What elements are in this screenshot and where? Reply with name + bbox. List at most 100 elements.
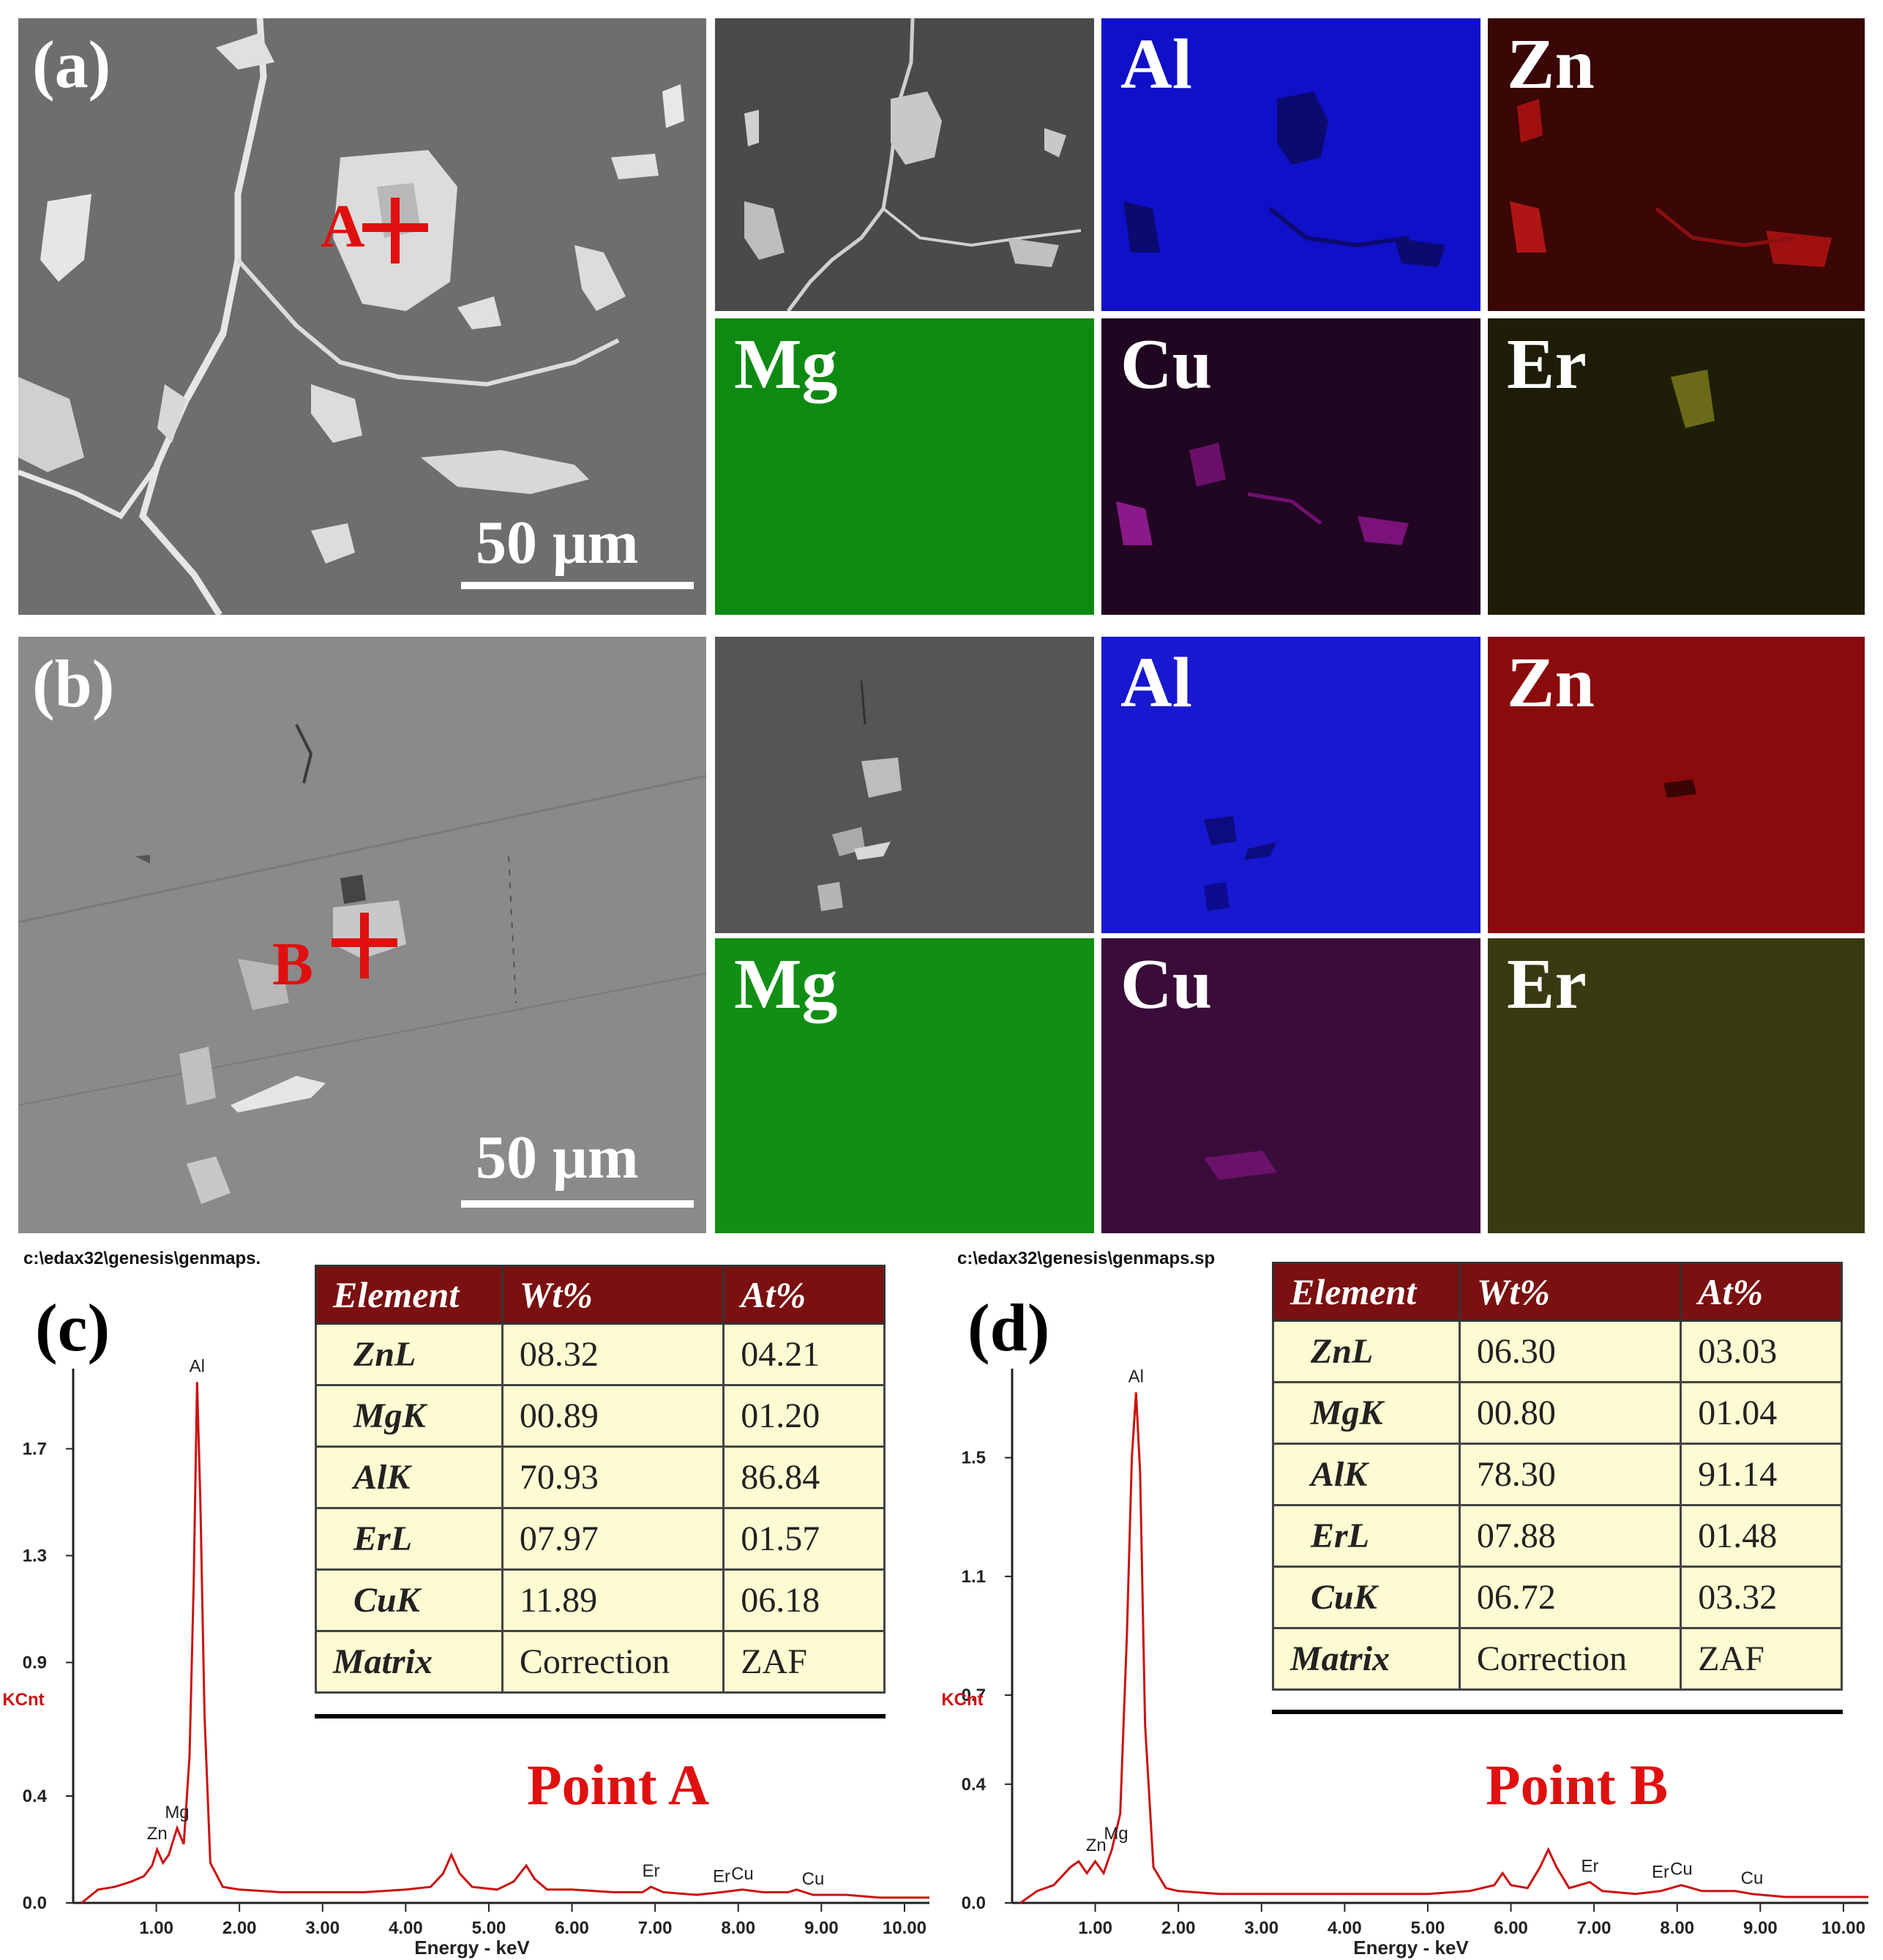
sem-image-b [18,637,706,1233]
point-title-d: Point B [1486,1753,1669,1817]
sem-map-image-b [715,637,1094,933]
cell-wt: 00.89 [501,1384,725,1448]
spectrum-d-x-label: Energy - keV [1353,1937,1469,1959]
spectrum-d-peak-label: Al [1128,1366,1144,1386]
cell-element: ErL [1272,1504,1461,1568]
spectrum-d-peak-label: Cu [1670,1860,1693,1879]
cell-element: ErL [315,1507,503,1571]
er-map-b: Er [1488,938,1865,1233]
spectrum-c-x-tick-label: 6.00 [555,1918,589,1938]
spectrum-d-path: c:\edax32\genesis\genmaps.sp [957,1249,1216,1268]
scale-bar-a-label: 50 μm [476,509,639,577]
spectrum-c-x-tick-label: 4.00 [389,1918,423,1938]
spectrum-c-peak-label: Cu [802,1869,825,1889]
table-row: AlK 70.93 86.84 [315,1445,886,1509]
panel-label-a: (a) [32,27,111,102]
spectrum-d-peak-label: Cu [1741,1869,1764,1888]
point-marker-a-label: A [321,192,365,261]
spectrum-c-peak-label: Er [713,1866,730,1886]
table-row: ZnL 06.30 03.03 [1272,1320,1843,1383]
cell-wt: 70.93 [501,1445,725,1509]
spectrum-c-peak-label: Cu [731,1864,754,1884]
spectrum-c-series-line [81,1382,929,1904]
spectrum-c-peak-label: Al [190,1356,205,1376]
spectrum-d: 1.00 2.00 3.00 4.00 5.00 6.00 7.00 8.00 9.00 10.0… [939,1317,1883,1960]
spectrum-d-x-tick-label: 7.00 [1577,1918,1611,1938]
header-wt: Wt% [501,1265,725,1325]
cell-element: AlK [1272,1443,1461,1506]
spectrum-c-y-tick-label: 0.0 [23,1893,47,1913]
spectrum-c-x-label: Energy - keV [414,1937,530,1959]
scale-bar-b [461,1200,694,1208]
spectrum-d-x-tick-label: 1.00 [1078,1918,1112,1938]
header-wt: Wt% [1458,1262,1682,1322]
spectrum-c-x-tick-label: 5.00 [472,1918,506,1938]
spectrum-c-x-tick-label: 2.00 [222,1918,257,1938]
spectrum-d-peak-label: Er [1652,1863,1669,1882]
cell-element: MgK [315,1384,503,1448]
cell-at: 01.20 [722,1384,886,1448]
cell-at: 03.03 [1680,1320,1843,1383]
header-at: At% [1680,1262,1843,1322]
table-row: Matrix Correction ZAF [315,1630,886,1694]
spectrum-c-x-tick-label: 1.00 [139,1918,173,1938]
table-header-row: Element Wt% At% [1272,1262,1843,1322]
er-map-a: Er [1488,318,1865,615]
cell-element: AlK [315,1445,503,1509]
point-marker-b-cross-icon [328,909,401,982]
cell-wt: 07.88 [1458,1504,1682,1568]
cell-at: ZAF [1680,1627,1843,1691]
point-marker-a-cross-icon [359,194,432,267]
cell-wt: 11.89 [501,1568,725,1632]
cell-at: 01.04 [1680,1381,1843,1445]
cell-at: ZAF [722,1630,886,1694]
cell-wt: 78.30 [1458,1443,1682,1506]
spectrum-d-peak-label: Er [1581,1857,1598,1877]
spectrum-d-y-tick-label: 1.1 [962,1567,986,1587]
al-map-a: Al [1101,18,1480,311]
al-map-b: Al [1101,637,1480,933]
zn-map-b-label: Zn [1507,643,1595,722]
panel-label-b: (b) [32,646,115,721]
table-underline-d [1272,1710,1843,1714]
al-map-a-label: Al [1120,25,1192,104]
cell-at: 06.18 [722,1568,886,1632]
header-element: Element [1272,1262,1461,1322]
cell-element: Matrix [1272,1627,1461,1691]
spectrum-c-y-label: KCnt [2,1690,44,1710]
table-row: CuK 06.72 03.32 [1272,1566,1843,1629]
spectrum-c-peak-label: Zn [147,1824,168,1844]
table-row: ErL 07.88 01.48 [1272,1504,1843,1568]
spectrum-c-y-tick-label: 1.7 [23,1440,47,1459]
cell-element: Matrix [315,1630,503,1694]
sem-image-a [18,18,706,615]
spectrum-c-x-tick-label: 3.00 [305,1918,340,1938]
spectrum-d-y-label: KCnt [941,1690,983,1710]
spectrum-c-y-tick-label: 0.9 [23,1653,47,1673]
cell-wt: 08.32 [501,1323,725,1386]
cu-map-b-label: Cu [1120,945,1213,1024]
spectrum-d-y-tick-label: 0.7 [962,1686,986,1705]
spectrum-c-x-tick-label: 8.00 [721,1918,755,1938]
spectrum-d-x-tick-label: 9.00 [1743,1918,1778,1938]
cell-element: CuK [315,1568,503,1632]
composition-table-d: Element Wt% At% ZnL 06.30 03.03 MgK 00.80 01… [1272,1262,1843,1691]
cell-wt: Correction [1458,1627,1682,1691]
table-row: MgK 00.89 01.20 [315,1384,886,1448]
zn-map-a-label: Zn [1507,25,1595,104]
spectrum-c-peak-label: Er [642,1861,659,1881]
cu-map-a: Cu [1101,318,1480,615]
cell-wt: 07.97 [501,1507,725,1571]
sem-map-image-a [715,18,1094,311]
cell-wt: 06.30 [1458,1320,1682,1383]
cell-wt: 00.80 [1458,1381,1682,1445]
panel-label-d: (d) [967,1290,1050,1365]
spectrum-c-y-tick-label: 0.4 [23,1787,48,1806]
zn-map-b: Zn [1488,637,1865,933]
cell-at: 04.21 [722,1323,886,1386]
zn-map-a: Zn [1488,18,1865,311]
spectrum-d-peak-label: Zn [1086,1836,1107,1855]
cell-at: 01.48 [1680,1504,1843,1568]
spectrum-c-x-tick-label: 9.00 [804,1918,839,1938]
table-row: ErL 07.97 01.57 [315,1507,886,1571]
